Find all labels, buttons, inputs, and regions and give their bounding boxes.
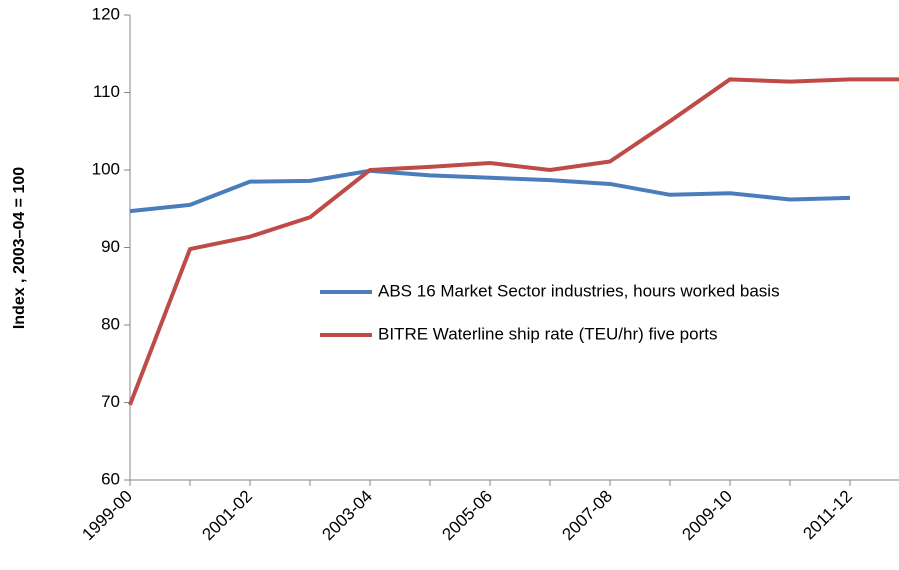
y-tick-label: 80: [101, 314, 120, 333]
x-tick-label: 2007-08: [558, 487, 616, 545]
x-tick-label: 2011-12: [799, 487, 856, 544]
y-tick-label: 120: [92, 4, 120, 23]
x-tick-label: 1999-00: [78, 487, 136, 545]
series-line: [128, 77, 899, 406]
legend-label: ABS 16 Market Sector industries, hours w…: [378, 281, 780, 300]
x-tick-label: 2001-02: [198, 487, 256, 545]
y-tick-label: 100: [92, 159, 120, 178]
y-tick-label: 110: [93, 82, 120, 101]
y-tick-label: 90: [101, 237, 120, 256]
y-tick-label: 60: [101, 469, 120, 488]
x-tick-label: 2009-10: [678, 487, 736, 545]
y-tick-label: 70: [101, 392, 120, 411]
y-axis-label: Index , 2003–04 = 100: [11, 167, 28, 329]
legend-label: BITRE Waterline ship rate (TEU/hr) five …: [378, 324, 717, 343]
x-tick-label: 2005-06: [438, 487, 496, 545]
x-tick-label: 2003-04: [318, 487, 376, 545]
series-line: [129, 168, 851, 214]
